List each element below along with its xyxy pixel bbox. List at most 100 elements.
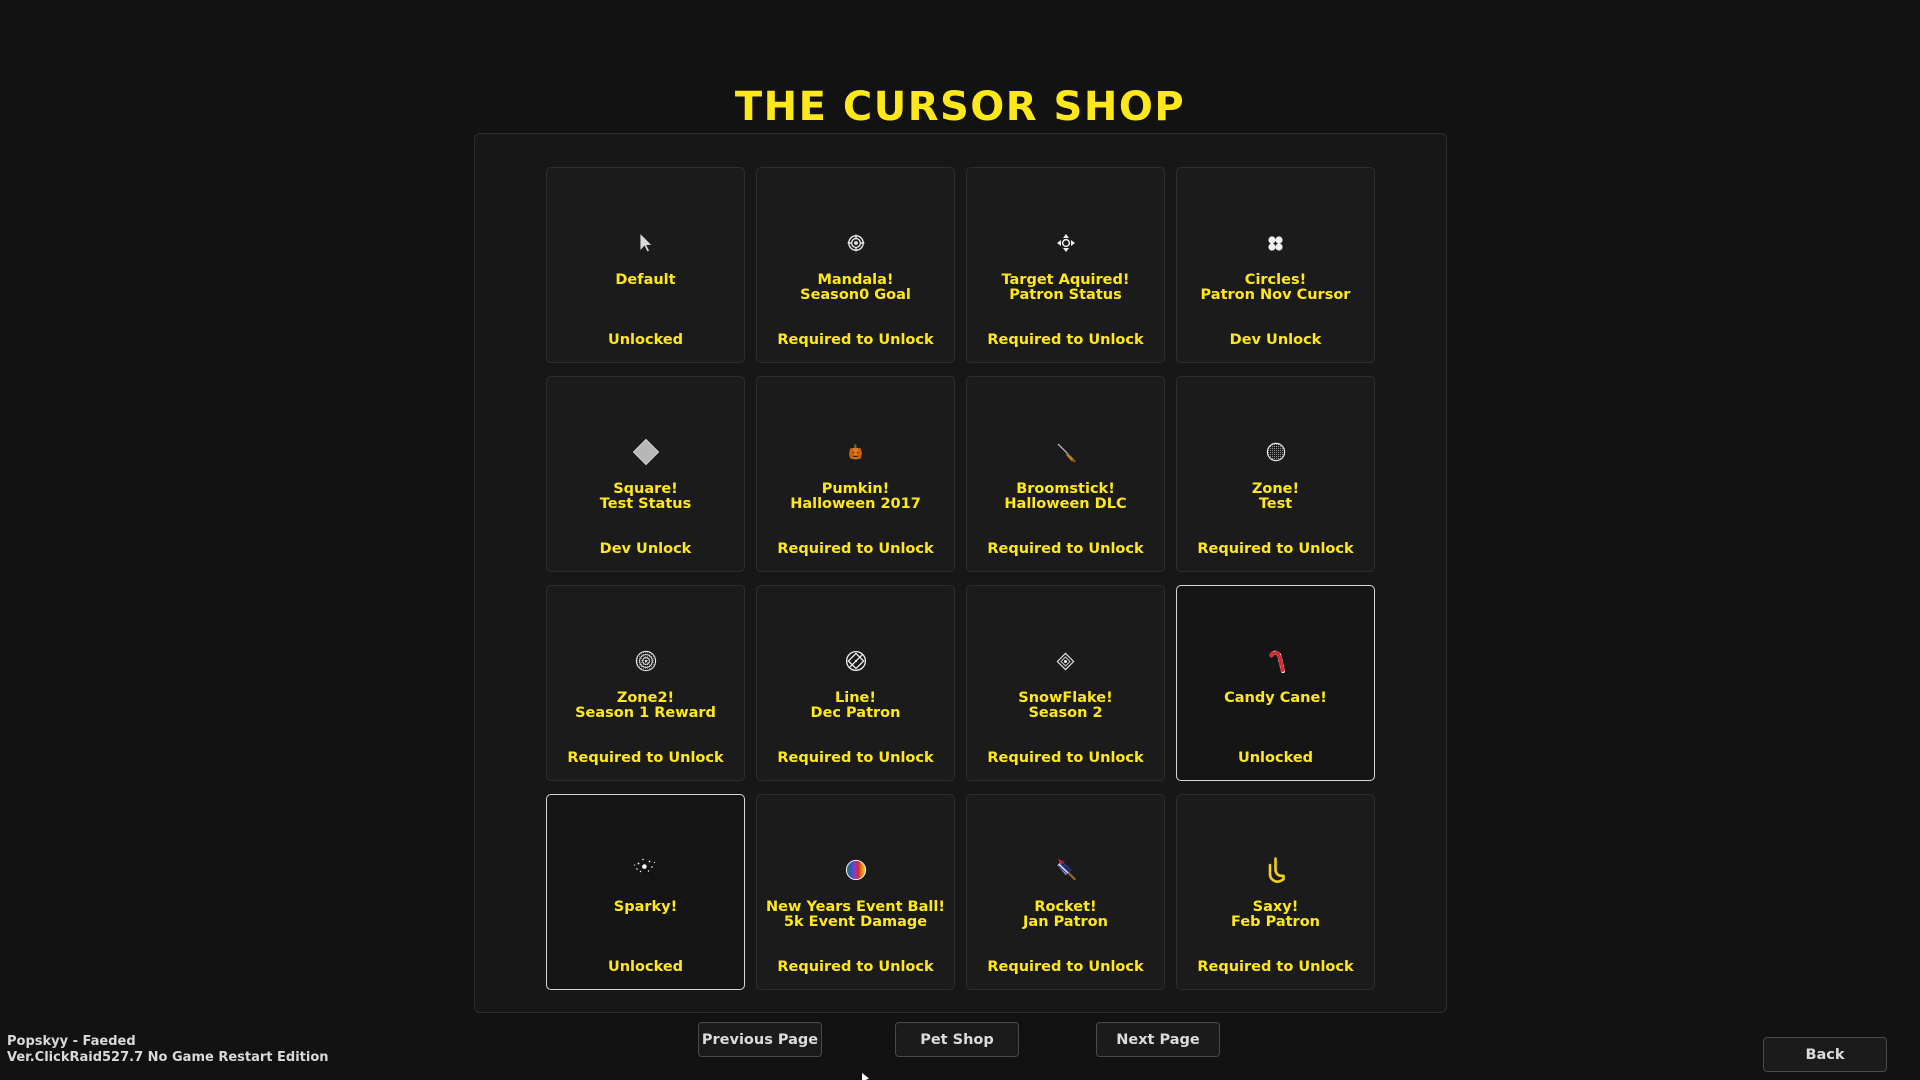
cursor-card-status: Required to Unlock — [987, 332, 1144, 348]
pet-shop-button[interactable]: Pet Shop — [895, 1022, 1019, 1057]
cursor-card-status: Dev Unlock — [599, 541, 692, 557]
previous-page-button[interactable]: Previous Page — [698, 1022, 822, 1057]
footer-credits: Popskyy - Faeded Ver.ClickRaid527.7 No G… — [7, 1034, 329, 1066]
cursor-card[interactable]: Zone! Test Required to Unlock — [1176, 376, 1375, 572]
cursor-card[interactable]: Square! Test Status Dev Unlock — [546, 376, 745, 572]
cursor-card-title: Default — [615, 272, 676, 288]
cursor-card[interactable]: Target Aquired! Patron Status Required to … — [966, 167, 1165, 363]
cursor-card-subtitle: Test — [1258, 496, 1293, 512]
cursor-card-subtitle: Season 2 — [1028, 705, 1103, 721]
credits-author: Popskyy - Faeded — [7, 1034, 136, 1049]
cursor-card-title: Zone2! — [616, 690, 675, 706]
cursor-card[interactable]: Saxy! Feb Patron Required to Unlock — [1176, 794, 1375, 990]
line-circle-icon — [836, 641, 876, 681]
cursor-card-title: Rocket! — [1034, 899, 1097, 915]
cursor-card[interactable]: Zone2! Season 1 Reward Required to Unlock — [546, 585, 745, 781]
sparkle-wand-icon — [626, 850, 666, 890]
cursor-card[interactable]: New Years Event Ball! 5k Event Damage Requ… — [756, 794, 955, 990]
diamond-icon — [626, 432, 666, 472]
cursor-card-name: Line! Dec Patron — [757, 691, 954, 721]
cursor-card-title: Sparky! — [613, 899, 678, 915]
cursor-card-name: Zone2! Season 1 Reward — [547, 691, 744, 721]
cursor-card-name: Pumkin! Halloween 2017 — [757, 482, 954, 512]
target-crosshair-icon — [1046, 223, 1086, 263]
cursor-card-subtitle: Dec Patron — [810, 705, 901, 721]
candy-cane-icon — [1256, 641, 1296, 681]
cursor-card[interactable]: Broomstick! Halloween DLC Required to Unlo… — [966, 376, 1165, 572]
cursor-card-status: Required to Unlock — [987, 750, 1144, 766]
cursor-card-name: Zone! Test — [1177, 482, 1374, 512]
mouse-pointer-icon — [862, 1073, 869, 1080]
four-circles-icon — [1256, 223, 1296, 263]
next-page-button[interactable]: Next Page — [1096, 1022, 1220, 1057]
cursor-card-title: New Years Event Ball! — [766, 899, 945, 915]
cursor-card-status: Dev Unlock — [1229, 332, 1322, 348]
cursor-card-subtitle: Jan Patron — [1023, 914, 1108, 930]
cursor-card-title: Zone! — [1251, 481, 1300, 497]
cursor-card[interactable]: Sparky! Unlocked — [546, 794, 745, 990]
cursor-shop-panel: Default Unlocked Mandala! Season0 Goal Requi… — [474, 133, 1447, 1013]
rainbow-ball-icon — [836, 850, 876, 890]
cursor-card-status: Unlocked — [1237, 750, 1314, 766]
cursor-card-title: Target Aquired! — [1001, 272, 1130, 288]
cursor-card-status: Required to Unlock — [987, 959, 1144, 975]
mandala-icon — [836, 223, 876, 263]
cursor-card[interactable]: Pumkin! Halloween 2017 Required to Unlock — [756, 376, 955, 572]
zone2-rings-icon — [626, 641, 666, 681]
cursor-card-status: Required to Unlock — [1197, 959, 1354, 975]
cursor-card-subtitle: Season 1 Reward — [575, 705, 716, 721]
cursor-card-name: Default — [547, 273, 744, 288]
cursor-card-name: Circles! Patron Nov Cursor — [1177, 273, 1374, 303]
cursor-card-subtitle: Halloween DLC — [1004, 496, 1127, 512]
cursor-card[interactable]: Candy Cane! Unlocked — [1176, 585, 1375, 781]
cursor-card-status: Required to Unlock — [777, 332, 934, 348]
cursor-card-subtitle: Test Status — [599, 496, 692, 512]
cursor-card-subtitle: Patron Status — [1009, 287, 1122, 303]
cursor-card[interactable]: Rocket! Jan Patron Required to Unlock — [966, 794, 1165, 990]
cursor-card-status: Required to Unlock — [777, 541, 934, 557]
firework-rocket-icon — [1046, 850, 1086, 890]
cursor-card-status: Required to Unlock — [567, 750, 724, 766]
pumpkin-icon — [836, 432, 876, 472]
cursor-card[interactable]: Circles! Patron Nov Cursor Dev Unlock — [1176, 167, 1375, 363]
cursor-card-title: Broomstick! — [1016, 481, 1115, 497]
cursor-card-name: Broomstick! Halloween DLC — [967, 482, 1164, 512]
cursor-card-name: Candy Cane! — [1177, 691, 1374, 706]
cursor-card-subtitle: Patron Nov Cursor — [1200, 287, 1351, 303]
cursor-card-subtitle: Feb Patron — [1231, 914, 1320, 930]
cursor-card[interactable]: Mandala! Season0 Goal Required to Unlock — [756, 167, 955, 363]
cursor-card-status: Required to Unlock — [1197, 541, 1354, 557]
cursor-card-subtitle: Season0 Goal — [800, 287, 911, 303]
cursor-card-subtitle: 5k Event Damage — [783, 914, 928, 930]
cursor-card-status: Required to Unlock — [777, 750, 934, 766]
cursor-card[interactable]: SnowFlake! Season 2 Required to Unlock — [966, 585, 1165, 781]
cursor-card-name: Target Aquired! Patron Status — [967, 273, 1164, 303]
broomstick-icon — [1046, 432, 1086, 472]
cursor-card-status: Required to Unlock — [777, 959, 934, 975]
page-title: THE CURSOR SHOP — [734, 84, 1186, 130]
cursor-card-subtitle: Halloween 2017 — [790, 496, 921, 512]
cursor-card-name: Square! Test Status — [547, 482, 744, 512]
credits-version: Ver.ClickRaid527.7 No Game Restart Editi… — [7, 1050, 329, 1065]
cursor-card-name: Mandala! Season0 Goal — [757, 273, 954, 303]
cursor-card-title: Saxy! — [1252, 899, 1299, 915]
saxophone-icon — [1256, 850, 1296, 890]
cursor-card-title: SnowFlake! — [1018, 690, 1113, 706]
snowflake-icon — [1046, 641, 1086, 681]
cursor-card-title: Pumkin! — [821, 481, 890, 497]
cursor-card[interactable]: Line! Dec Patron Required to Unlock — [756, 585, 955, 781]
back-button[interactable]: Back — [1763, 1037, 1887, 1072]
zone-circle-icon — [1256, 432, 1296, 472]
arrow-cursor-icon — [626, 223, 666, 263]
cursor-card-grid: Default Unlocked Mandala! Season0 Goal Requi… — [546, 167, 1376, 990]
cursor-card-name: Rocket! Jan Patron — [967, 900, 1164, 930]
cursor-card[interactable]: Default Unlocked — [546, 167, 745, 363]
cursor-card-status: Unlocked — [607, 959, 684, 975]
cursor-card-name: SnowFlake! Season 2 — [967, 691, 1164, 721]
cursor-card-title: Line! — [835, 690, 876, 706]
cursor-card-title: Candy Cane! — [1224, 690, 1327, 706]
cursor-card-name: Saxy! Feb Patron — [1177, 900, 1374, 930]
cursor-card-status: Required to Unlock — [987, 541, 1144, 557]
cursor-card-status: Unlocked — [607, 332, 684, 348]
